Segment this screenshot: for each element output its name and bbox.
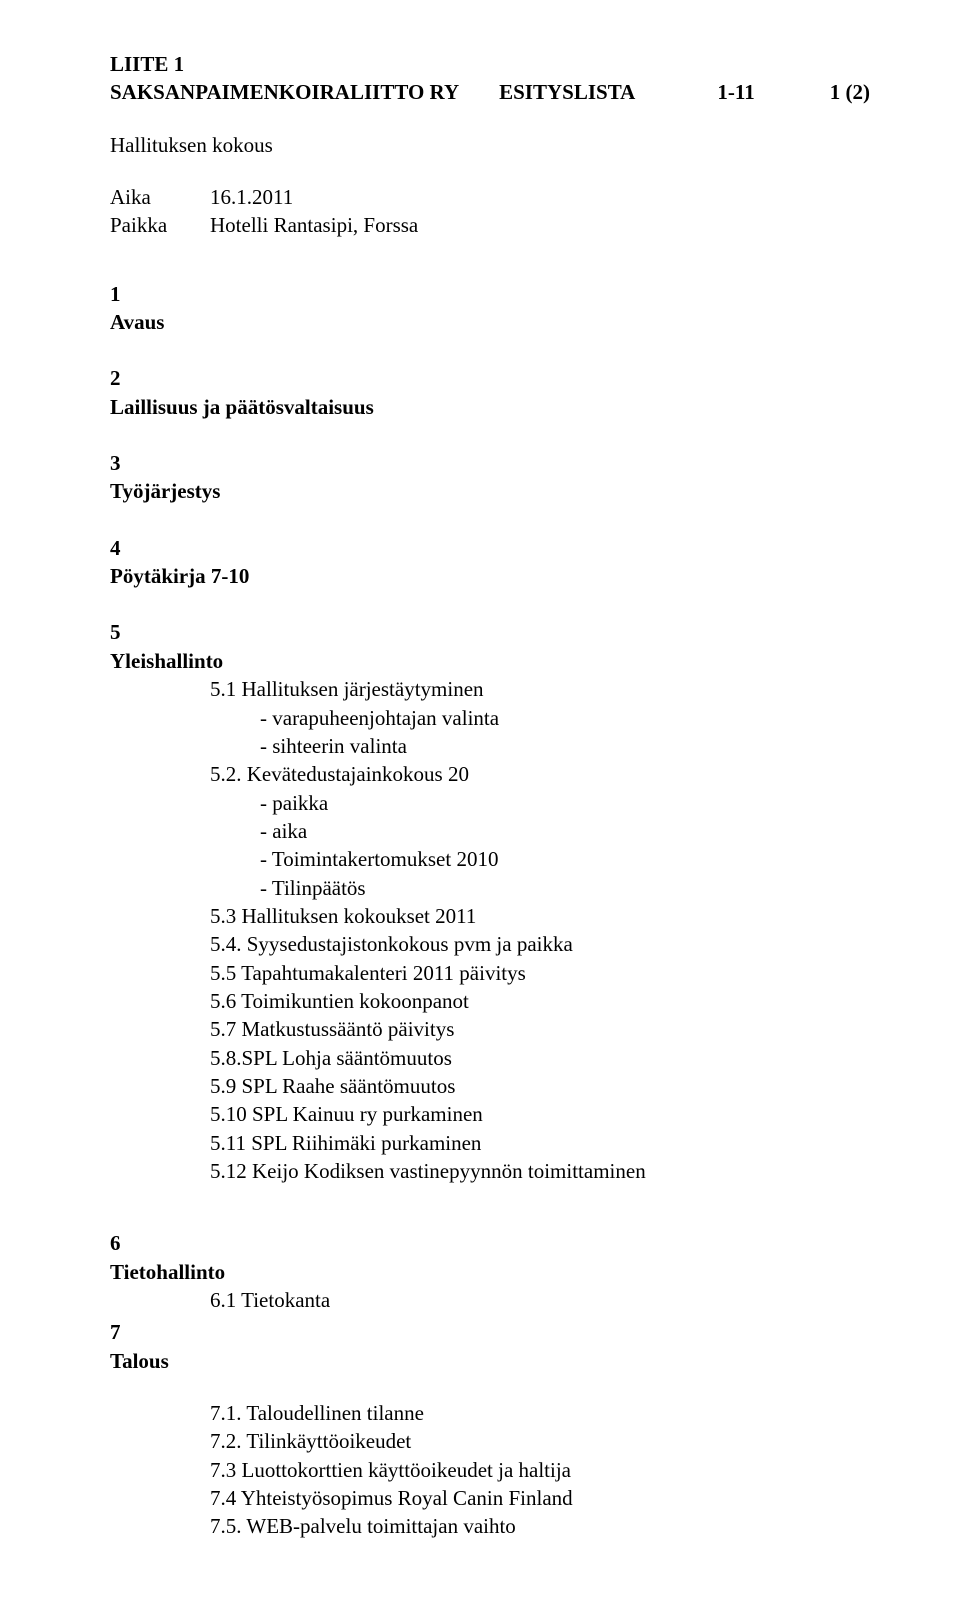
sec5-title: Yleishallinto xyxy=(110,647,870,675)
item-5-4: 5.4. Syysedustajistonkokous pvm ja paikk… xyxy=(110,930,870,958)
sec2-title: Laillisuus ja päätösvaltaisuus xyxy=(110,393,870,421)
label-aika: Aika xyxy=(110,183,210,211)
section-6: 6 Tietohallinto 6.1 Tietokanta xyxy=(110,1229,870,1314)
sec1-num: 1 xyxy=(110,280,870,308)
section-2: 2 Laillisuus ja päätösvaltaisuus xyxy=(110,364,870,421)
sec2-num: 2 xyxy=(110,364,870,392)
sec5-num: 5 xyxy=(110,618,870,646)
item-5-1b: - sihteerin valinta xyxy=(110,732,870,760)
row-aika: Aika 16.1.2011 xyxy=(110,183,870,211)
sec3-title: Työjärjestys xyxy=(110,477,870,505)
header-org: SAKSANPAIMENKOIRALIITTO RY xyxy=(110,78,459,106)
item-5-8: 5.8.SPL Lohja sääntömuutos xyxy=(110,1044,870,1072)
value-paikka: Hotelli Rantasipi, Forssa xyxy=(210,211,418,239)
item-7-1: 7.1. Taloudellinen tilanne xyxy=(110,1399,870,1427)
item-7-2: 7.2. Tilinkäyttöoikeudet xyxy=(110,1427,870,1455)
item-7-5: 7.5. WEB-palvelu toimittajan vaihto xyxy=(110,1512,870,1540)
header-docnum: 1-11 xyxy=(717,78,754,106)
item-5-2a: - paikka xyxy=(110,789,870,817)
section-1: 1 Avaus xyxy=(110,280,870,337)
sec1-title: Avaus xyxy=(110,308,870,336)
item-5-2: 5.2. Kevätedustajainkokous 20 xyxy=(110,760,870,788)
item-5-9: 5.9 SPL Raahe sääntömuutos xyxy=(110,1072,870,1100)
header-subtitle: Hallituksen kokous xyxy=(110,131,870,159)
item-5-2c: - Toimintakertomukset 2010 xyxy=(110,845,870,873)
sec7-title: Talous xyxy=(110,1347,870,1375)
item-5-10: 5.10 SPL Kainuu ry purkaminen xyxy=(110,1100,870,1128)
section-4: 4 Pöytäkirja 7-10 xyxy=(110,534,870,591)
header-line2: SAKSANPAIMENKOIRALIITTO RY ESITYSLISTA 1… xyxy=(110,78,870,106)
item-5-2b: - aika xyxy=(110,817,870,845)
section-5: 5 Yleishallinto 5.1 Hallituksen järjestä… xyxy=(110,618,870,1185)
header-pageinfo: 1 (2) xyxy=(830,78,870,106)
item-5-5: 5.5 Tapahtumakalenteri 2011 päivitys xyxy=(110,959,870,987)
item-5-6: 5.6 Toimikuntien kokoonpanot xyxy=(110,987,870,1015)
header-doctype: ESITYSLISTA xyxy=(499,78,635,106)
section-7: 7 Talous 7.1. Taloudellinen tilanne 7.2.… xyxy=(110,1318,870,1540)
item-6-1: 6.1 Tietokanta xyxy=(110,1286,870,1314)
item-5-11: 5.11 SPL Riihimäki purkaminen xyxy=(110,1129,870,1157)
item-5-1: 5.1 Hallituksen järjestäytyminen xyxy=(110,675,870,703)
item-7-4: 7.4 Yhteistyösopimus Royal Canin Finland xyxy=(110,1484,870,1512)
sec4-title: Pöytäkirja 7-10 xyxy=(110,562,870,590)
sec7-num: 7 xyxy=(110,1318,870,1346)
item-5-2d: - Tilinpäätös xyxy=(110,874,870,902)
item-5-3: 5.3 Hallituksen kokoukset 2011 xyxy=(110,902,870,930)
sec6-title: Tietohallinto xyxy=(110,1258,870,1286)
sec4-num: 4 xyxy=(110,534,870,562)
row-paikka: Paikka Hotelli Rantasipi, Forssa xyxy=(110,211,870,239)
value-aika: 16.1.2011 xyxy=(210,183,293,211)
item-5-12: 5.12 Keijo Kodiksen vastinepyynnön toimi… xyxy=(110,1157,870,1185)
item-5-7: 5.7 Matkustussääntö päivitys xyxy=(110,1015,870,1043)
label-paikka: Paikka xyxy=(110,211,210,239)
sec6-num: 6 xyxy=(110,1229,870,1257)
section-3: 3 Työjärjestys xyxy=(110,449,870,506)
sec3-num: 3 xyxy=(110,449,870,477)
item-7-3: 7.3 Luottokorttien käyttöoikeudet ja hal… xyxy=(110,1456,870,1484)
header-liite: LIITE 1 xyxy=(110,50,870,78)
item-5-1a: - varapuheenjohtajan valinta xyxy=(110,704,870,732)
